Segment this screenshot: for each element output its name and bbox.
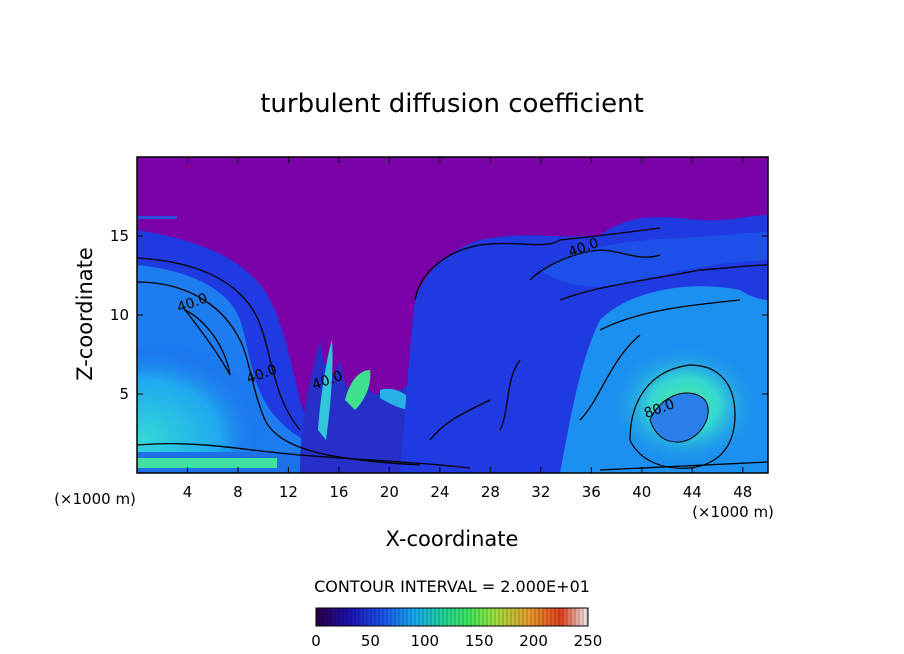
x-tick-label: 24 [430, 483, 449, 501]
chart-title: turbulent diffusion coefficient [260, 89, 644, 119]
colorbar-tick-label: 100 [410, 632, 439, 650]
x-tick-label: 44 [683, 483, 702, 501]
x-axis-label: X-coordinate [386, 527, 519, 551]
x-unit-right: (×1000 m) [692, 503, 774, 521]
y-axis-label: Z-coordinate [73, 247, 97, 381]
colorbar-tick-label: 250 [574, 632, 603, 650]
x-tick-label: 16 [329, 483, 348, 501]
x-tick-label: 28 [481, 483, 500, 501]
plume-1 [318, 340, 333, 440]
left-vortex-core [137, 340, 270, 473]
x-axis: 4 8 12 16 20 24 28 32 36 40 44 48 [183, 157, 752, 501]
right-hotspot-ring [629, 364, 736, 469]
field-strip [137, 216, 177, 219]
x-tick-label: 8 [233, 483, 243, 501]
x-unit-left: (×1000 m) [54, 490, 136, 508]
x-tick-label: 12 [279, 483, 298, 501]
y-tick-label: 10 [110, 306, 129, 324]
bottom-band-high [137, 458, 277, 468]
colorbar-ticks: 0 50 100 150 200 250 [311, 632, 602, 650]
colorbar-tick-label: 0 [311, 632, 321, 650]
right-hotspot-core [649, 392, 709, 443]
x-tick-label: 32 [531, 483, 550, 501]
contour-lines [137, 227, 768, 471]
x-tick-label: 48 [733, 483, 752, 501]
right-plume-upper [540, 232, 768, 287]
x-tick-label: 20 [380, 483, 399, 501]
colorbar [315, 607, 589, 627]
x-tick-label: 4 [183, 483, 193, 501]
y-tick-label: 5 [119, 385, 129, 403]
plot-area [137, 157, 768, 473]
x-tick-label: 36 [582, 483, 601, 501]
y-axis: 5 10 15 [110, 227, 768, 403]
x-tick-label: 40 [632, 483, 651, 501]
plume-2 [345, 370, 371, 410]
colorbar-tick-label: 150 [465, 632, 494, 650]
colorbar-hatch [318, 608, 588, 626]
colorbar-tick-label: 50 [361, 632, 380, 650]
y-tick-label: 15 [110, 227, 129, 245]
contour-interval: CONTOUR INTERVAL = 2.000E+01 [314, 577, 590, 596]
colorbar-tick-label: 200 [519, 632, 548, 650]
